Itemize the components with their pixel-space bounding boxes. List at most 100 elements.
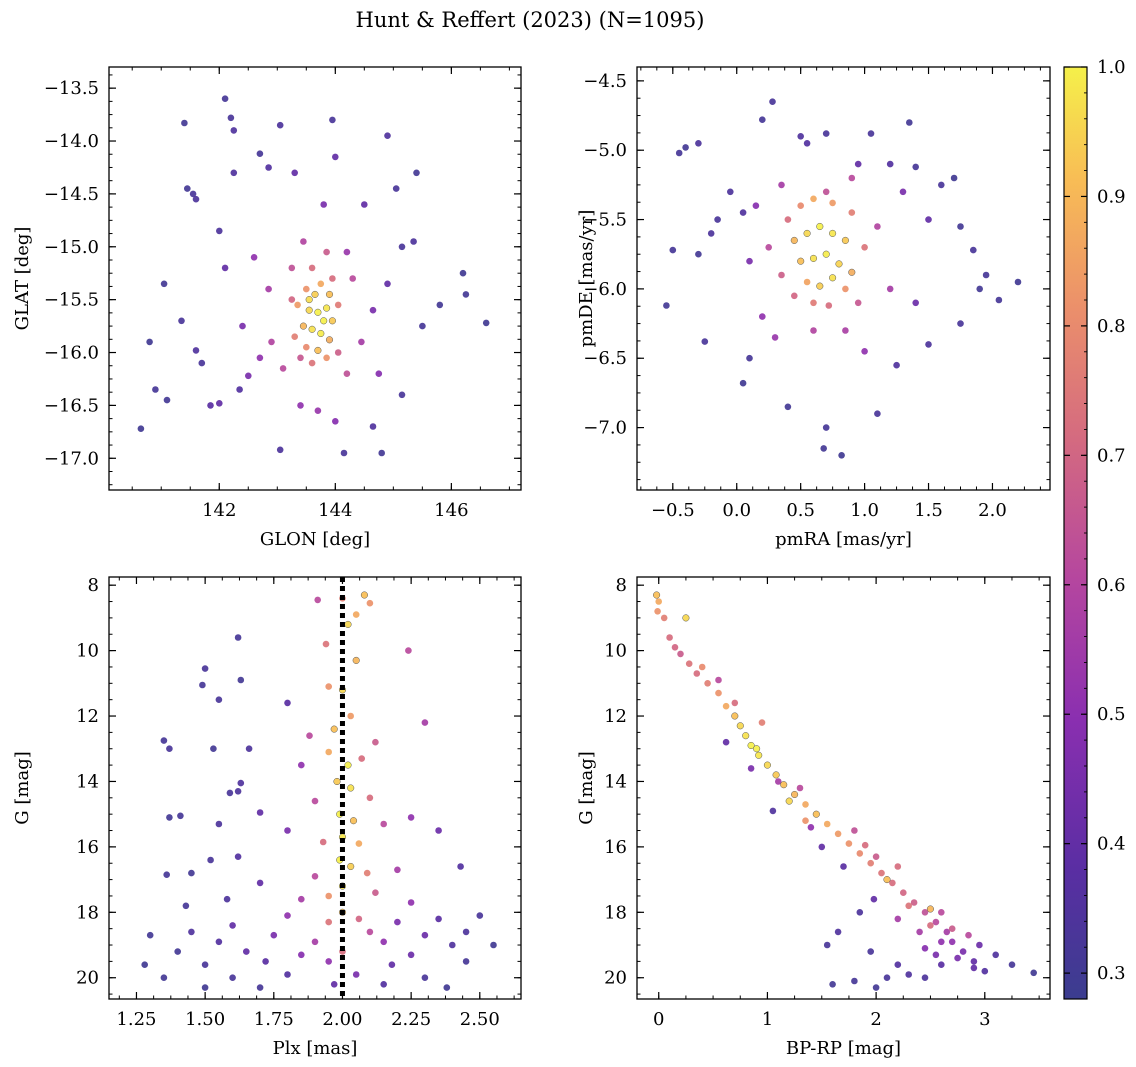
scatter-point [361, 201, 368, 208]
scatter-point [392, 185, 400, 192]
scatter-point [769, 807, 777, 815]
scatter-point [796, 784, 804, 792]
scatter-point [912, 163, 919, 171]
scatter-point [146, 338, 153, 346]
scatter-point [842, 327, 849, 334]
data-points [137, 95, 490, 457]
scatter-point [314, 596, 322, 604]
scatter-point [358, 755, 366, 762]
scatter-point [311, 938, 319, 946]
y-tick-label: 8 [616, 575, 627, 596]
scatter-point [660, 614, 668, 622]
scatter-point [797, 133, 804, 140]
scatter-point [320, 317, 328, 325]
proper-motion-panel: −0.5 0.0 0.5 1.0 1.5 2.0 −4.5 −5.0 −5.5 −6.0 −6.5 −… [576, 66, 1051, 550]
scatter-point [655, 598, 662, 605]
scatter-point [848, 174, 856, 182]
scatter-point [276, 446, 284, 454]
scatter-point [829, 274, 837, 282]
y-tick-label: 16 [604, 837, 627, 858]
scatter-point [419, 322, 426, 330]
scatter-point [715, 676, 722, 684]
scatter-point [152, 386, 159, 393]
scatter-point [297, 402, 304, 409]
scatter-point [184, 185, 191, 192]
y-tick-label: 20 [76, 968, 99, 989]
y-tick-label: 18 [604, 902, 627, 923]
scatter-point [306, 732, 313, 739]
scatter-point [265, 285, 272, 293]
scatter-point [407, 951, 415, 959]
scatter-point [886, 160, 894, 168]
scatter-point [938, 961, 945, 968]
scatter-point [288, 296, 296, 303]
scatter-point [948, 925, 956, 932]
scatter-point [675, 149, 683, 157]
scatter-point [375, 370, 383, 378]
scatter-point [305, 306, 313, 314]
scatter-point [791, 790, 799, 799]
scatter-point [682, 614, 690, 622]
scatter-point [268, 338, 275, 346]
scatter-point [199, 681, 206, 689]
scatter-point [894, 961, 902, 968]
x-tick-label: 2.50 [460, 1009, 500, 1030]
scatter-point [332, 418, 339, 425]
scatter-point [932, 918, 940, 926]
scatter-point [834, 830, 842, 838]
scatter-point [874, 410, 881, 418]
scatter-point [765, 244, 772, 251]
scatter-point [759, 313, 766, 320]
scatter-point [772, 771, 780, 779]
scatter-point [291, 333, 299, 341]
scatter-point [462, 291, 470, 298]
scatter-point [867, 859, 874, 867]
scatter-point [250, 253, 258, 261]
scatter-point [878, 869, 885, 877]
scatter-point [334, 301, 342, 309]
scatter-point [270, 931, 278, 939]
x-tick-label: 1.50 [185, 1009, 225, 1030]
scatter-point [889, 879, 896, 887]
data-points [653, 591, 1037, 991]
scatter-point [413, 169, 420, 177]
scatter-point [822, 424, 830, 431]
scatter-point [893, 361, 900, 369]
scatter-point [823, 941, 831, 949]
scatter-point [755, 751, 763, 759]
scatter-point [856, 850, 864, 857]
scatter-point [867, 130, 875, 137]
scatter-point [490, 941, 497, 949]
scatter-point [948, 938, 956, 946]
scatter-point [938, 938, 945, 946]
scatter-point [810, 299, 817, 307]
scatter-point [229, 974, 236, 981]
scatter-point [344, 761, 352, 769]
scatter-point [305, 296, 313, 304]
colorbar-gradient [1063, 66, 1088, 1000]
scatter-point [394, 918, 401, 926]
scatter-point [894, 915, 902, 923]
scatter-point [308, 359, 316, 367]
scatter-point [822, 130, 830, 137]
scatter-point [311, 290, 319, 298]
scatter-point [1008, 961, 1016, 968]
scatter-point [841, 236, 849, 244]
y-tick-label: 18 [76, 902, 99, 923]
scatter-point [311, 873, 319, 880]
x-tick-label: 0 [653, 1009, 664, 1030]
scatter-point [226, 789, 234, 797]
scatter-point [938, 181, 945, 189]
y-tick-label: −15.5 [44, 290, 99, 311]
scatter-point [163, 396, 171, 404]
scatter-point [851, 827, 858, 834]
scatter-point [932, 951, 940, 959]
scatter-point [328, 317, 336, 325]
scatter-point [300, 238, 307, 245]
scatter-point [872, 984, 880, 991]
y-tick-label: −15.0 [44, 237, 99, 258]
scatter-point [303, 343, 310, 351]
x-tick-label: −0.5 [651, 500, 695, 521]
figure-suptitle: Hunt & Reffert (2023) (N=1095) [356, 8, 705, 32]
scatter-point [959, 948, 967, 955]
